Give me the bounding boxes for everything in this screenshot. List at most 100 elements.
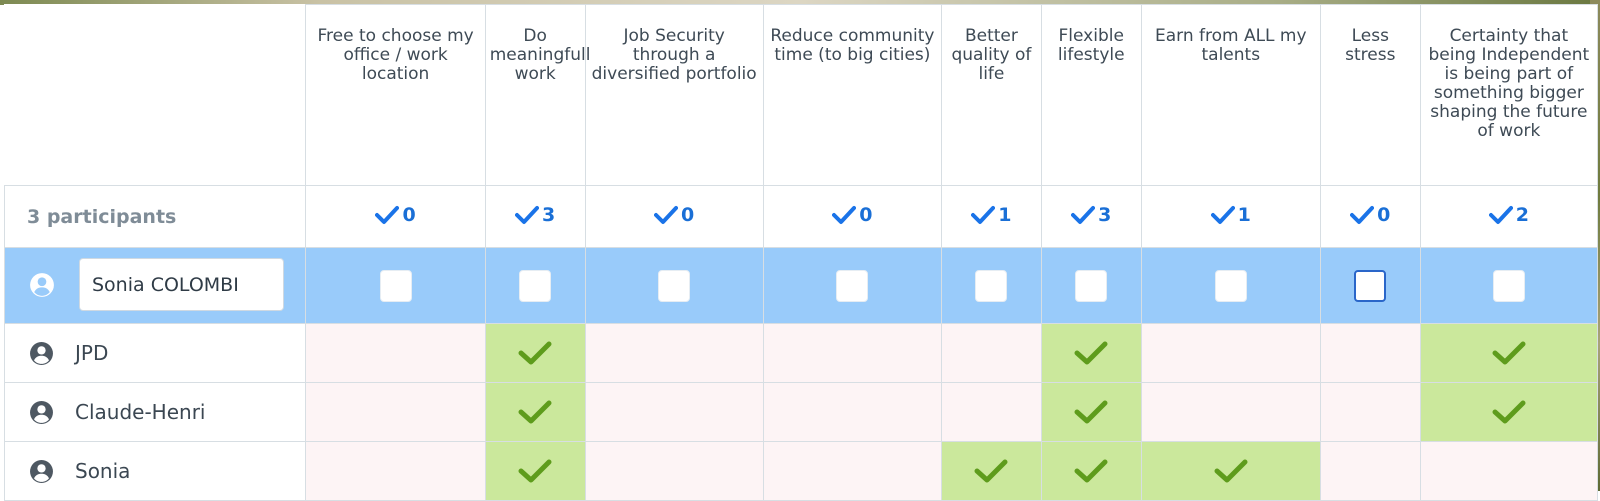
- option-checkbox-cell: [1140, 247, 1321, 324]
- option-checkbox[interactable]: [658, 269, 691, 302]
- option-checkbox-focused[interactable]: [1354, 269, 1387, 302]
- checkmark-icon: [518, 459, 552, 483]
- option-count: 3: [1040, 185, 1142, 248]
- vote-cell-no: [1319, 382, 1421, 442]
- option-count: 0: [762, 185, 943, 248]
- vote-cell-yes: [484, 323, 586, 383]
- checkmark-icon: [1488, 206, 1513, 224]
- option-header: Certainty that being Independent is bein…: [1419, 4, 1599, 186]
- option-checkbox-cell: [1319, 247, 1421, 324]
- user-circle-icon: [30, 342, 53, 365]
- option-count-value: 0: [1377, 204, 1391, 226]
- option-header: Do meaningfull work: [484, 4, 590, 186]
- option-header: Reduce community time (to big cities): [762, 4, 943, 186]
- vote-cell-yes: [941, 441, 1042, 501]
- option-header: Flexible lifestyle: [1040, 4, 1142, 186]
- option-count-value: 1: [1237, 204, 1251, 226]
- option-count-value: 3: [542, 204, 556, 226]
- option-count-value: 3: [1098, 204, 1112, 226]
- option-count: 0: [584, 185, 764, 248]
- option-checkbox-cell: [584, 247, 764, 324]
- vote-cell-no: [1419, 441, 1599, 501]
- option-checkbox[interactable]: [379, 269, 412, 302]
- option-count-value: 0: [681, 204, 695, 226]
- option-checkbox[interactable]: [1492, 269, 1525, 302]
- option-checkbox-cell: [762, 247, 943, 324]
- vote-cell-no: [305, 441, 486, 501]
- option-label: Earn from ALL my talents: [1154, 26, 1307, 65]
- header-corner: [4, 4, 307, 186]
- checkmark-icon: [1074, 341, 1108, 365]
- voter-name: JPD: [75, 341, 109, 365]
- voter-name-cell: Sonia: [3, 441, 307, 501]
- checkmark-icon: [518, 341, 552, 365]
- option-header: Free to choose my office / work location: [305, 4, 486, 186]
- poll-table: Free to choose my office / work location…: [3, 4, 1599, 501]
- checkmark-icon: [832, 206, 857, 224]
- option-checkbox[interactable]: [836, 269, 869, 302]
- option-label: Do meaningfull work: [489, 26, 591, 84]
- new-vote-row: [3, 247, 1599, 324]
- option-checkbox[interactable]: [519, 269, 552, 302]
- option-checkbox-cell: [1040, 247, 1142, 324]
- vote-cell-no: [305, 382, 486, 442]
- vote-cell-yes: [1040, 441, 1142, 501]
- voter-row: JPD: [3, 323, 1599, 383]
- vote-cell-yes: [1040, 323, 1142, 383]
- vote-cell-yes: [1140, 441, 1321, 501]
- vote-cell-no: [1319, 441, 1421, 501]
- option-count: 3: [484, 185, 586, 248]
- option-count: 1: [1140, 185, 1321, 248]
- voter-name-cell: Claude-Henri: [3, 382, 307, 442]
- option-count: 0: [305, 185, 486, 248]
- vote-cell-no: [305, 323, 486, 383]
- participants-count: 3 participants: [3, 185, 307, 248]
- option-header: Job Security through a diversified portf…: [584, 4, 764, 186]
- checkmark-icon: [1210, 206, 1235, 224]
- option-label: Reduce community time (to big cities): [770, 26, 935, 65]
- option-header: Better quality of life: [941, 4, 1042, 186]
- option-checkbox[interactable]: [1214, 269, 1247, 302]
- option-checkbox-cell: [1419, 247, 1599, 324]
- option-header: Earn from ALL my talents: [1140, 4, 1321, 186]
- checkmark-icon: [1350, 206, 1375, 224]
- voter-name: Sonia: [75, 459, 131, 483]
- vote-cell-no: [584, 441, 764, 501]
- checkmark-icon: [515, 206, 540, 224]
- checkmark-icon: [375, 206, 400, 224]
- vote-cell-yes: [484, 382, 586, 442]
- participant-name-input[interactable]: [79, 258, 284, 311]
- option-count-value: 0: [859, 204, 873, 226]
- option-checkbox-cell: [484, 247, 586, 324]
- background-strip-top: [0, 0, 1600, 5]
- vote-cell-no: [941, 323, 1042, 383]
- vote-cell-no: [584, 382, 764, 442]
- checkmark-icon: [1074, 459, 1108, 483]
- checkmark-icon: [1492, 400, 1526, 424]
- checkmark-icon: [974, 459, 1008, 483]
- vote-cell-no: [762, 441, 943, 501]
- vote-cell-no: [762, 323, 943, 383]
- option-label: Flexible lifestyle: [1057, 26, 1125, 65]
- vote-cell-yes: [484, 441, 586, 501]
- option-label: Less stress: [1345, 26, 1396, 65]
- option-checkbox[interactable]: [1075, 269, 1108, 302]
- vote-cell-no: [584, 323, 764, 383]
- option-label: Free to choose my office / work location: [317, 26, 474, 84]
- new-vote-name-cell: [3, 247, 307, 324]
- user-circle-icon: [30, 460, 53, 483]
- vote-cell-no: [941, 382, 1042, 442]
- voter-row: Sonia: [3, 441, 1599, 501]
- option-label: Job Security through a diversified portf…: [591, 26, 757, 84]
- checkmark-icon: [518, 400, 552, 424]
- voter-name-cell: JPD: [3, 323, 307, 383]
- voter-row: Claude-Henri: [3, 382, 1599, 442]
- option-count-value: 2: [1515, 204, 1529, 226]
- voter-name: Claude-Henri: [75, 400, 206, 424]
- option-checkbox[interactable]: [975, 269, 1008, 302]
- options-header-row: Free to choose my office / work location…: [4, 4, 1599, 186]
- option-count: 1: [941, 185, 1042, 248]
- vote-cell-no: [762, 382, 943, 442]
- option-checkbox-cell: [941, 247, 1042, 324]
- checkmark-icon: [1074, 400, 1108, 424]
